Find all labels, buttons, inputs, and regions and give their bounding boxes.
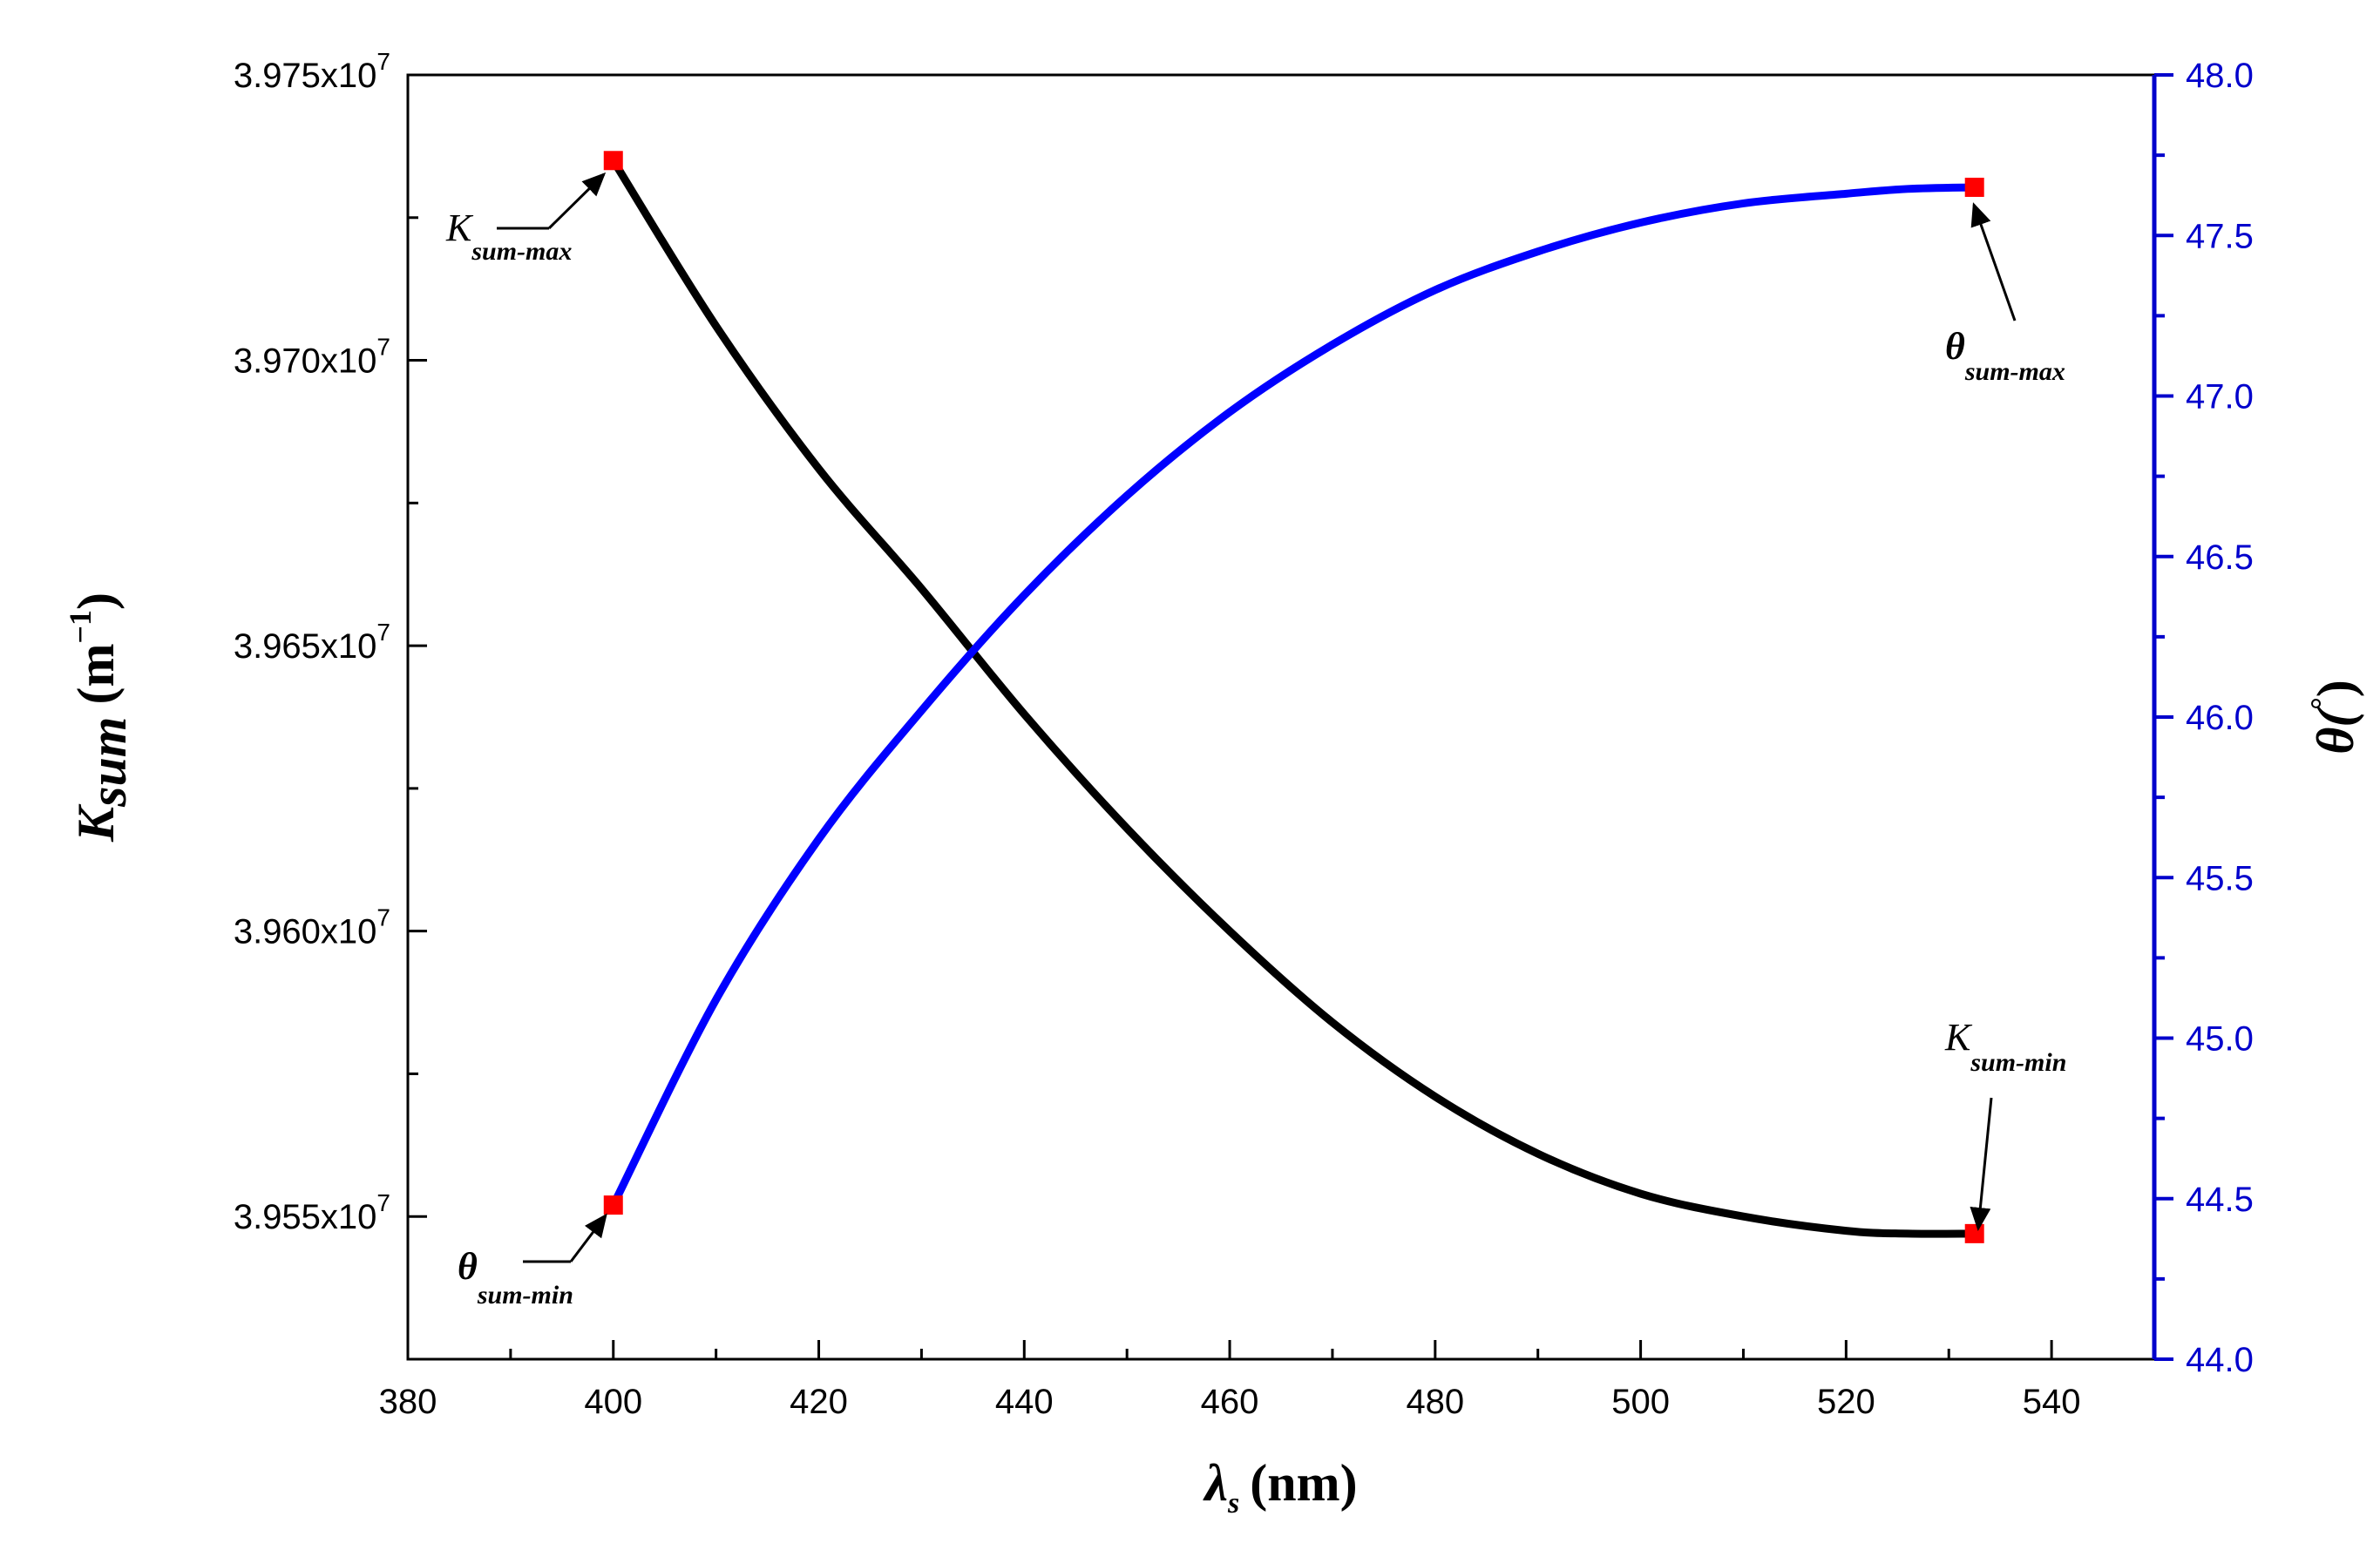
left-tick-label: 3.975x107 bbox=[234, 48, 390, 95]
right-tick-label: 48.0 bbox=[2186, 57, 2254, 95]
right-tick-label: 44.5 bbox=[2186, 1181, 2254, 1219]
k-sum-max-label: Ksum-max bbox=[445, 206, 572, 266]
right-axis-title: θ(°) bbox=[2304, 680, 2364, 755]
right-tick-label: 47.5 bbox=[2186, 217, 2254, 255]
right-tick-label: 46.5 bbox=[2186, 538, 2254, 577]
right-axis-title-close: ) bbox=[2307, 680, 2364, 697]
left-tick-label-base: 3.960x10 bbox=[234, 913, 377, 951]
k-max-marker bbox=[603, 151, 623, 171]
x-axis-title-unit: (nm) bbox=[1250, 1454, 1357, 1512]
left-tick-label-base: 3.955x10 bbox=[234, 1198, 377, 1236]
left-tick-label-base: 3.975x10 bbox=[234, 57, 377, 95]
x-tick-label: 420 bbox=[790, 1383, 848, 1421]
k-sum-max-arrow-head bbox=[547, 172, 607, 230]
theta-sum-max-label: θsum-max bbox=[1945, 325, 2065, 386]
left-tick-label: 3.965x107 bbox=[234, 619, 390, 666]
right-tick-label: 46.0 bbox=[2186, 699, 2254, 737]
series-line-k-sum bbox=[609, 156, 1979, 1238]
right-tick-label: 47.0 bbox=[2186, 378, 2254, 416]
k-sum-min-arrow bbox=[1970, 1097, 1993, 1231]
left-tick-label: 3.960x107 bbox=[234, 904, 390, 951]
k-sum-min-label: Ksum-min bbox=[1944, 1016, 2066, 1077]
left-tick-label-base: 3.965x10 bbox=[234, 627, 377, 666]
left-axis-title-subscript: sum bbox=[79, 717, 137, 808]
x-tick-label: 520 bbox=[1817, 1383, 1875, 1421]
theta-sum-min-arrow-head bbox=[569, 1213, 607, 1262]
left-axis-title-close: ) bbox=[67, 592, 125, 610]
x-tick-label: 460 bbox=[1201, 1383, 1259, 1421]
x-tick-label: 440 bbox=[995, 1383, 1054, 1421]
x-axis-title: λs (nm) bbox=[1202, 1454, 1357, 1520]
left-tick-label-exponent: 7 bbox=[376, 619, 390, 646]
x-axis-title-symbol: λ bbox=[1202, 1454, 1228, 1512]
theta-min-marker bbox=[603, 1195, 623, 1215]
x-tick-label: 480 bbox=[1406, 1383, 1464, 1421]
left-tick-label-base: 3.970x10 bbox=[234, 342, 377, 381]
theta-sum-max-arrow bbox=[1970, 202, 2017, 322]
right-tick-label: 44.0 bbox=[2186, 1341, 2254, 1379]
right-axis-title-symbol: θ( bbox=[2307, 707, 2364, 755]
plot-frame bbox=[406, 73, 2156, 1361]
x-axis-title-subscript: s bbox=[1227, 1487, 1239, 1520]
x-tick-label: 380 bbox=[379, 1383, 437, 1421]
left-axis-title: Ksum (m−1) bbox=[63, 592, 137, 843]
left-axis-title-symbol: K bbox=[67, 803, 125, 843]
theta-max-marker bbox=[1964, 177, 1984, 197]
theta-sum-min-label: θsum-min bbox=[458, 1245, 573, 1310]
left-tick-label-exponent: 7 bbox=[376, 48, 390, 75]
left-tick-label: 3.970x107 bbox=[234, 334, 390, 381]
k-min-marker bbox=[1964, 1223, 1984, 1243]
right-axis-title-exponent: ° bbox=[2304, 697, 2339, 709]
series-line-theta bbox=[609, 183, 1979, 1209]
right-tick-label: 45.0 bbox=[2186, 1020, 2254, 1059]
left-axis-title-exponent: −1 bbox=[63, 610, 98, 644]
left-tick-label-exponent: 7 bbox=[376, 334, 390, 361]
right-tick-label: 45.5 bbox=[2186, 859, 2254, 897]
left-tick-label-exponent: 7 bbox=[376, 904, 390, 931]
left-tick-label: 3.955x107 bbox=[234, 1189, 390, 1236]
left-axis-title-unit: (m bbox=[67, 644, 125, 705]
x-tick-label: 540 bbox=[2023, 1383, 2081, 1421]
left-tick-label-exponent: 7 bbox=[376, 1189, 390, 1216]
x-tick-label: 400 bbox=[584, 1383, 642, 1421]
x-tick-label: 500 bbox=[1611, 1383, 1670, 1421]
